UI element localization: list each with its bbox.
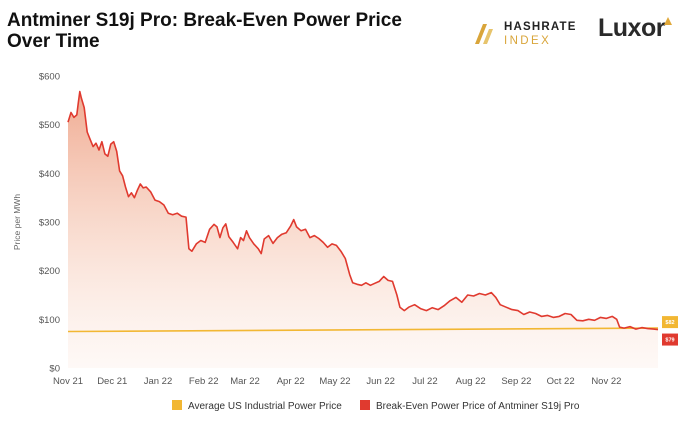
industrial-price-line: [67, 327, 659, 333]
y-tick-label: $200: [39, 266, 60, 277]
hashrate-wordmark-line1: HASHRATE: [504, 21, 577, 33]
x-tick-label: Mar 22: [230, 376, 260, 387]
hashrate-wordmark-line2: INDEX: [504, 35, 552, 47]
hashrate-index-logo-icon: [475, 24, 493, 44]
x-tick-label: Nov 22: [591, 376, 621, 387]
industrial-end-badge-box: [662, 316, 678, 329]
legend-break-even-swatch: [360, 400, 370, 410]
chart-title: Antminer S19j Pro: Break-Even Power Pric…: [7, 10, 402, 52]
industrial-end-badge-text: $82: [665, 320, 674, 326]
x-tick-label: Dec 21: [97, 376, 127, 387]
legend-break-even-label: Break-Even Power Price of Antminer S19j …: [376, 401, 580, 412]
x-tick-label: May 22: [319, 376, 350, 387]
legend-industrial: Average US Industrial Power Price: [172, 400, 342, 412]
y-tick-label: $400: [39, 169, 60, 180]
y-tick-label: $300: [39, 218, 60, 229]
hashrate-index-logo: HASHRATE INDEX: [472, 17, 582, 51]
y-tick-label: $100: [39, 315, 60, 326]
x-tick-label: Feb 22: [189, 376, 219, 387]
y-tick-label: $600: [39, 72, 60, 83]
y-tick-label: $500: [39, 120, 60, 131]
break-even-area: [68, 91, 658, 368]
x-tick-label: Aug 22: [456, 376, 486, 387]
y-tick-label: $0: [49, 364, 60, 375]
break-even-end-badge-box: [662, 333, 678, 346]
y-axis-title: Price per MWh: [12, 194, 22, 250]
luxor-logo: Luxor: [598, 14, 678, 48]
hashrate-index-wordmark: HASHRATE INDEX: [504, 20, 577, 48]
x-tick-label: Jun 22: [366, 376, 395, 387]
break-even-end-badge: $79: [662, 333, 678, 346]
legend-industrial-label: Average US Industrial Power Price: [188, 401, 342, 412]
x-tick-label: Oct 22: [547, 376, 575, 387]
legend-industrial-swatch: [172, 400, 182, 410]
luxor-wordmark: Luxor: [598, 14, 665, 42]
break-even-end-badge-text: $79: [665, 338, 674, 344]
break-even-line: [67, 90, 659, 331]
x-tick-label: Jan 22: [144, 376, 173, 387]
x-tick-label: Jul 22: [412, 376, 437, 387]
legend-break-even: Break-Even Power Price of Antminer S19j …: [360, 400, 580, 412]
x-tick-label: Sep 22: [501, 376, 531, 387]
x-tick-label: Nov 21: [53, 376, 83, 387]
x-tick-label: Apr 22: [277, 376, 305, 387]
industrial-end-badge: $82: [662, 316, 678, 329]
luxor-logo-icon: [664, 17, 672, 25]
